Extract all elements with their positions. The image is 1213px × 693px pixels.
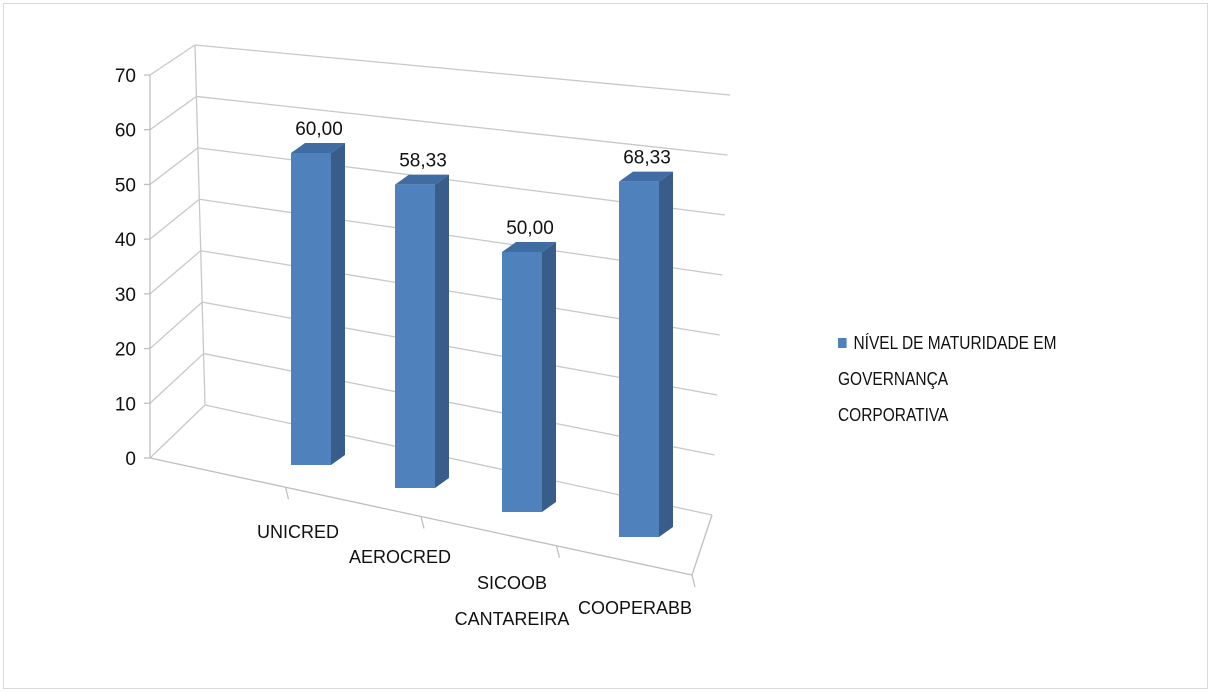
x-category-label: CANTAREIRA [455,609,570,629]
legend-entry: NÍVEL DE MATURIDADE EM GOVERNANÇA [838,325,1156,397]
bar-top [502,242,556,252]
floor-right-edge [691,514,713,576]
x-category-label: AEROCRED [349,547,451,567]
y-tick-label: 60 [115,121,136,142]
side-wall-gridline [149,301,203,350]
y-tick-label: 40 [115,230,136,251]
side-wall-gridline [149,250,202,295]
bar-side [659,171,673,537]
side-wall-gridline [149,147,199,185]
bar [619,181,659,537]
x-tick-mark [284,487,290,500]
data-label: 60,00 [295,119,343,140]
bar-top [395,174,449,185]
back-wall-edge [194,44,206,406]
bar [291,153,331,465]
side-wall-gridline [149,198,200,240]
bar-top [619,171,673,182]
legend: NÍVEL DE MATURIDADE EM GOVERNANÇA CORPOR… [838,325,1156,433]
data-label: 50,00 [506,218,554,239]
legend-swatch [838,338,847,348]
bar [502,252,542,512]
y-tick-label: 10 [115,394,136,415]
y-tick-label: 0 [125,449,136,470]
x-tick-mark [555,545,561,558]
bar-top [291,143,345,153]
x-category-label: UNICRED [257,522,339,542]
legend-label-line2: CORPORATIVA [838,405,949,425]
bar [395,184,435,488]
bar-side [435,174,449,488]
side-wall-gridline [149,404,206,459]
data-label: 68,33 [623,148,671,169]
y-tick-label: 30 [115,285,136,306]
side-wall-gridline [149,44,196,76]
gridline [194,44,731,96]
y-tick-label: 20 [115,340,136,361]
gridline [196,95,728,156]
legend-label-line1: NÍVEL DE MATURIDADE EM GOVERNANÇA [838,333,1057,389]
side-wall-gridline [149,353,205,404]
bar-side [331,143,345,465]
x-tick-mark [691,574,696,588]
y-tick-label: 70 [115,66,136,87]
x-tick-mark [420,516,425,529]
data-label: 58,33 [399,151,447,172]
x-category-label: SICOOB [477,573,547,593]
x-category-label: COOPERABB [578,598,692,618]
side-wall-gridline [149,95,197,131]
bar-side [542,242,556,512]
y-tick-label: 50 [115,175,136,196]
